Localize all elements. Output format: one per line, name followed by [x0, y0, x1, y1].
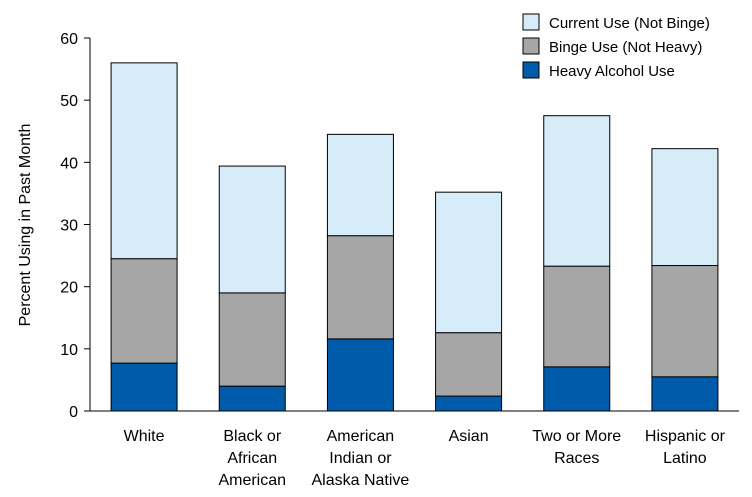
bar-segment	[326, 338, 394, 412]
y-tick-label: 0	[69, 404, 78, 421]
x-category-label: White	[124, 428, 165, 445]
bar-segment	[651, 148, 719, 267]
legend-label: Heavy Alcohol Use	[549, 63, 675, 80]
legend-swatch	[522, 61, 540, 79]
bar-segment	[435, 395, 503, 412]
legend: Current Use (Not Binge) Binge Use (Not He…	[522, 13, 710, 80]
x-category-label: Hispanic or	[645, 428, 726, 445]
bar-segment	[218, 292, 286, 387]
bar-segment	[110, 362, 178, 412]
bar-segment	[110, 258, 178, 364]
x-category-label: Asian	[449, 428, 489, 445]
y-tick-label: 60	[60, 31, 78, 48]
x-category-label: Indian or	[329, 450, 392, 467]
bar-segment	[651, 376, 719, 412]
x-category-label: American	[218, 472, 286, 489]
bar-segment	[543, 265, 611, 368]
y-tick-label: 30	[60, 218, 78, 235]
x-category-label: African	[227, 450, 277, 467]
legend-swatch	[522, 13, 540, 31]
y-tick-label: 10	[60, 342, 78, 359]
bar-segment	[543, 366, 611, 412]
legend-swatch	[522, 37, 540, 55]
y-tick-label: 40	[60, 155, 78, 172]
bar-segment	[543, 115, 611, 267]
bar-segment	[435, 332, 503, 397]
x-category-label: Races	[554, 450, 599, 467]
bars-group	[110, 62, 719, 412]
y-tick-label: 50	[60, 93, 78, 110]
y-tick-label: 20	[60, 280, 78, 297]
x-category-label: Latino	[663, 450, 707, 467]
bar-segment	[218, 165, 286, 294]
legend-label: Binge Use (Not Heavy)	[549, 39, 702, 56]
x-category-label: Alaska Native	[312, 472, 410, 489]
legend-label: Current Use (Not Binge)	[549, 15, 710, 32]
bar-segment	[326, 133, 394, 237]
y-axis-ticks: 0 10 20 30 40 50 60	[60, 31, 90, 421]
bar-segment	[435, 191, 503, 334]
bar-segment	[110, 62, 178, 260]
bar-segment	[651, 265, 719, 378]
bar-segment	[326, 235, 394, 340]
y-axis-title: Percent Using in Past Month	[17, 124, 34, 327]
x-category-label: Two or More	[532, 428, 621, 445]
x-axis-category-labels: White Black or African American American Indi…	[124, 428, 726, 489]
x-category-label: Black or	[223, 428, 281, 445]
x-category-label: American	[327, 428, 395, 445]
bar-segment	[218, 385, 286, 412]
